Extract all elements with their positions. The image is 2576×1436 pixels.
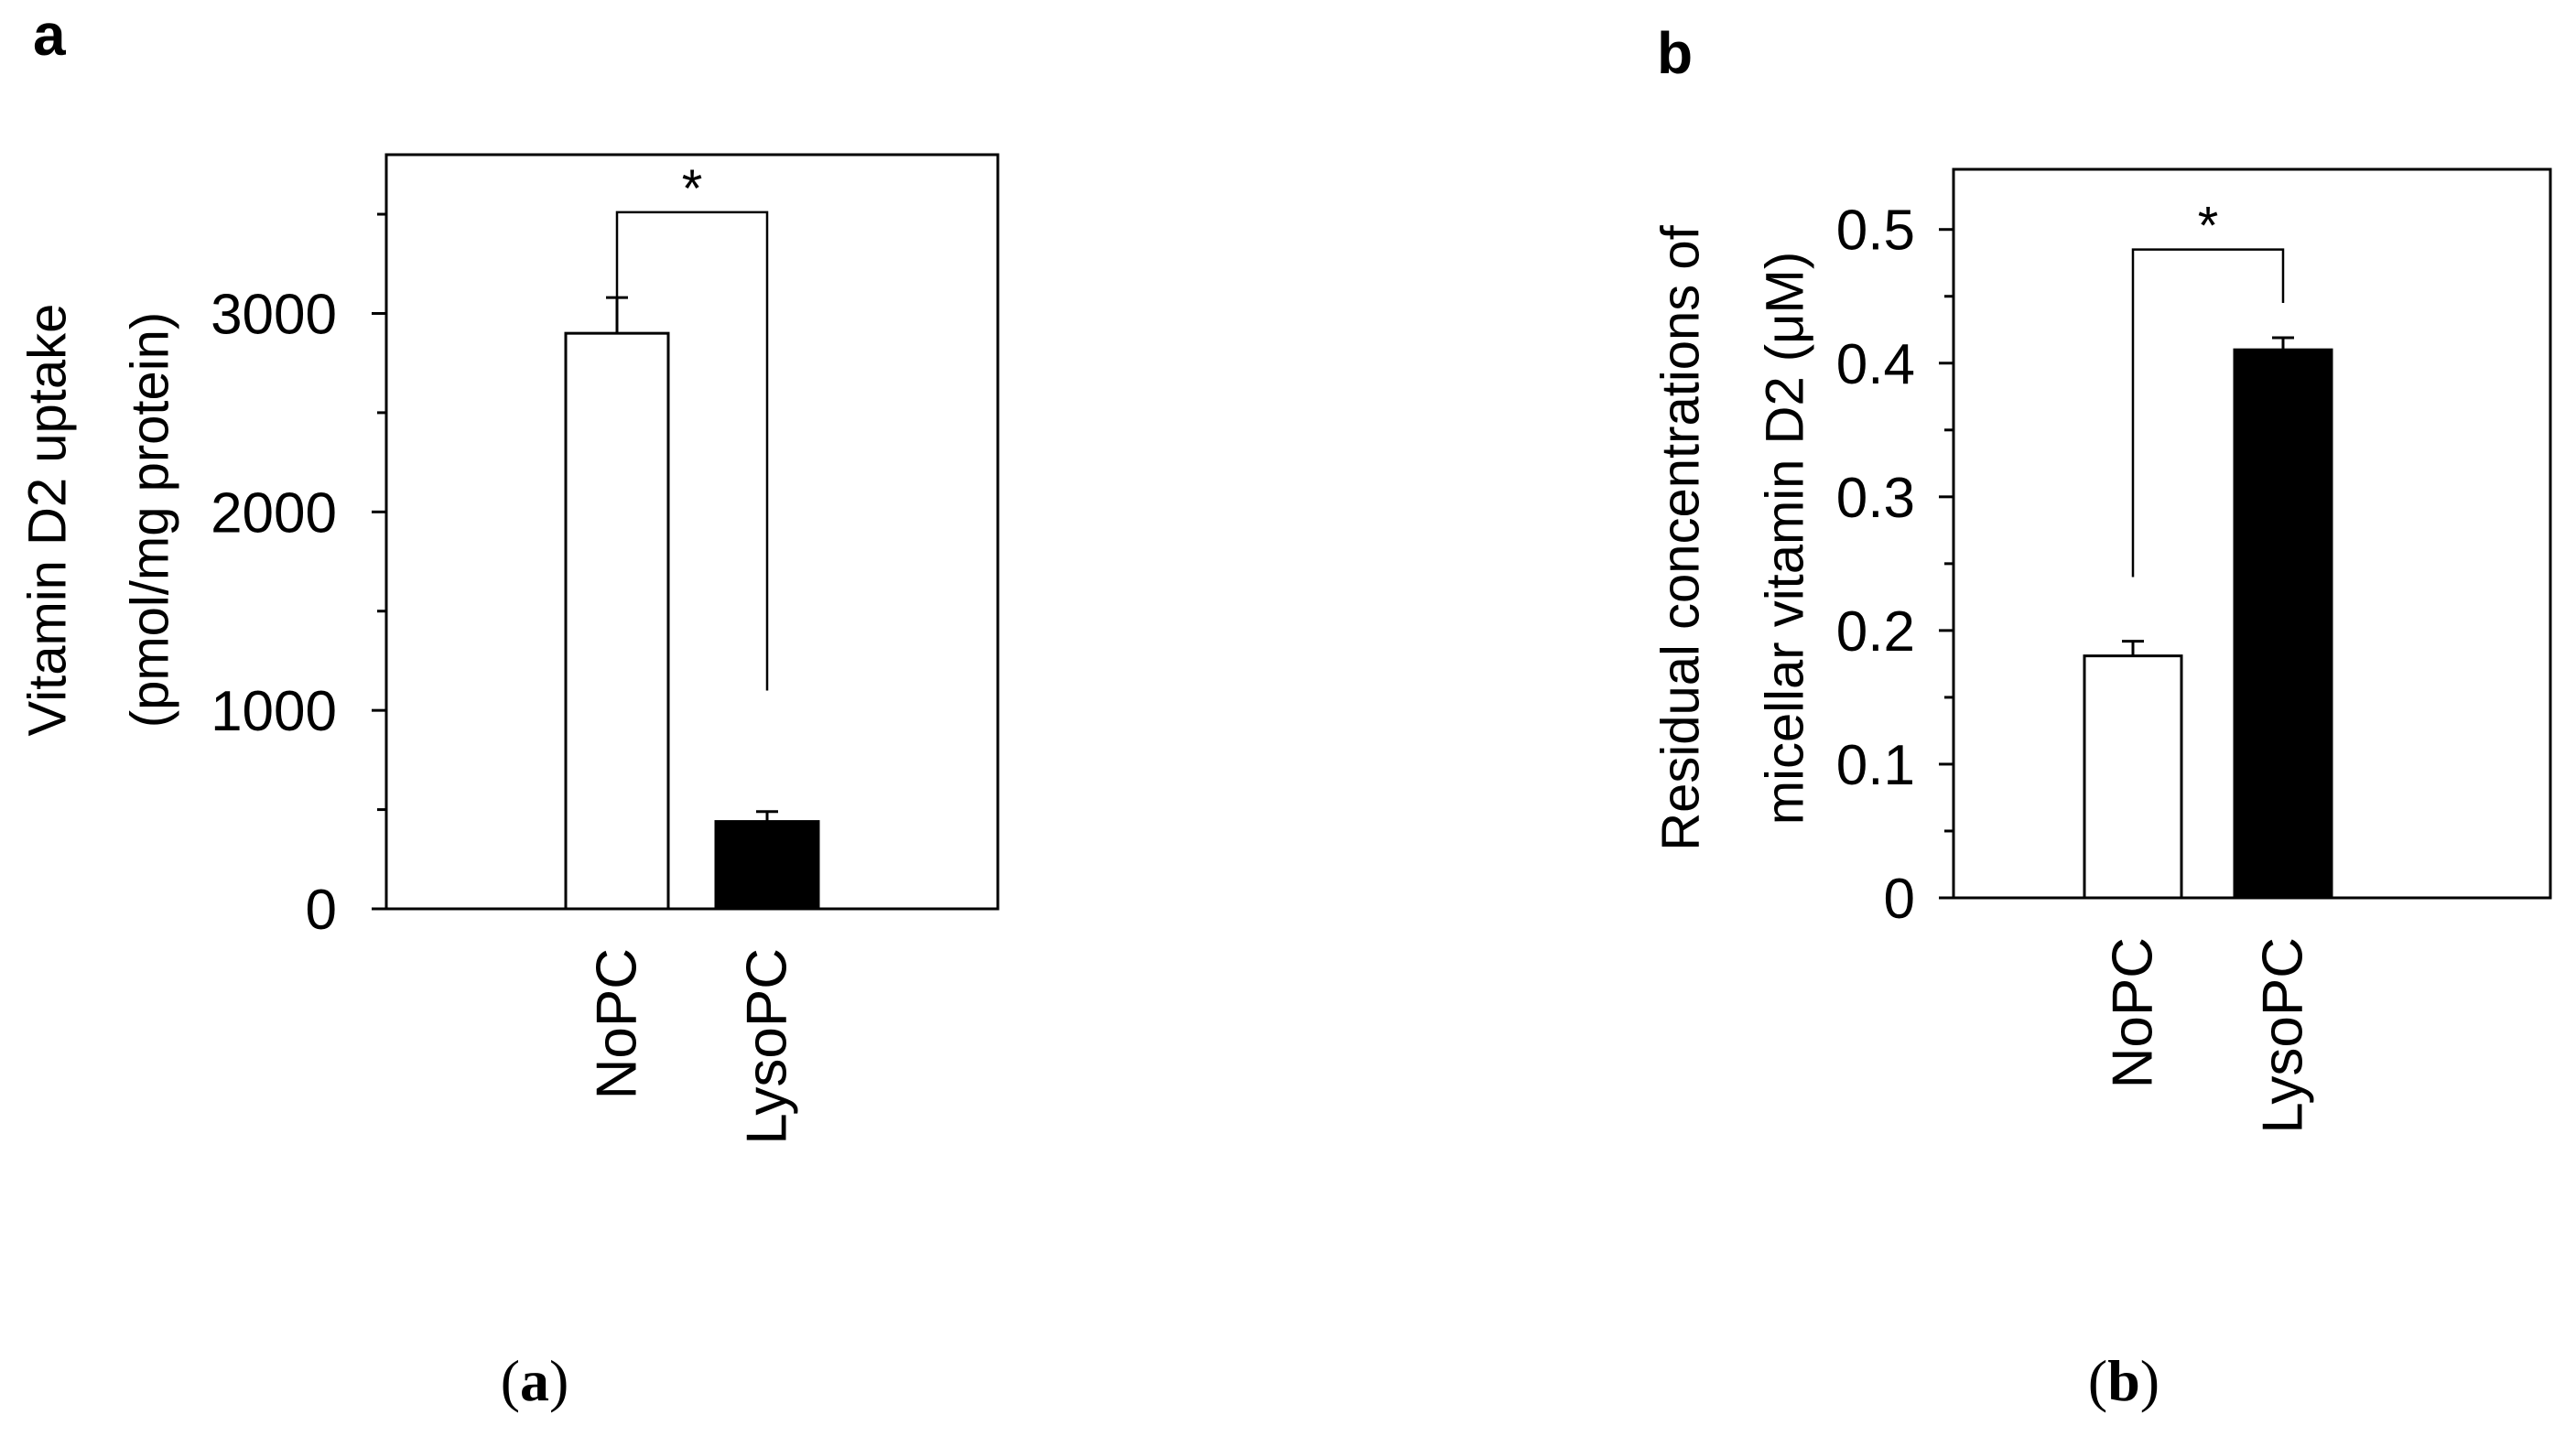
panel-a-bar-nopc [564,331,670,911]
panel-a-error-bars [606,296,778,822]
panel-b-tick-label: 0.2 [1836,600,1915,664]
panel-b-bars [2083,348,2333,900]
panel-a-caption: (a) [501,1348,569,1413]
panel-a-caption-letter: a [520,1348,549,1413]
panel-b-error-bars [2122,336,2294,656]
panel-b-tick-label: 0.1 [1836,734,1915,797]
panel-b-tick-label: 0.5 [1836,200,1915,263]
panel-b-significance-bracket: * [2131,197,2285,578]
panel-b-significance-star: * [2198,197,2219,256]
panel-b-letter: b [1657,20,1693,86]
panel-a-y-tick-labels: 0 1000 2000 3000 [211,283,337,942]
panel-a-tick-label: 1000 [211,680,337,743]
panel-a-significance-bracket: * [615,159,769,691]
panel-a-y-label-line: Vitamin D2 uptake [18,304,78,737]
panel-b-bracket-line [2131,248,2285,578]
panel-a-plot-frame [384,153,1000,911]
panel-a-chart: a Vitamin D2 uptake (pmol/mg protein) 0 10… [18,2,1000,1413]
panel-b-tick-label: 0.4 [1836,333,1915,396]
panel-b-caption-letter: b [2107,1348,2140,1413]
panel-b-y-ticks [1939,228,1954,900]
panel-a-category-label: NoPC [586,948,649,1099]
panel-b-category-labels: NoPC LysoPC [2102,937,2315,1134]
panel-b-tick-label: 0.3 [1836,467,1915,530]
panel-b-category-label: NoPC [2102,937,2165,1088]
panel-a-tick-label: 0 [306,879,337,942]
panel-a-bars [564,331,820,911]
panel-a-tick-label: 2000 [211,481,337,545]
panel-b-caption: (b) [2088,1348,2159,1413]
panel-a-letter: a [33,2,66,68]
panel-b-y-tick-labels: 0 0.1 0.2 0.3 0.4 0.5 [1836,200,1915,931]
panel-b-chart: b Residual concentrations of micellar vit… [1651,20,2552,1413]
panel-a-category-labels: NoPC LysoPC [586,948,799,1145]
panel-b-y-axis-label: Residual concentrations of micellar vitam… [1651,224,1815,850]
panel-a-bracket-line [615,211,769,691]
panel-a-significance-star: * [682,159,703,219]
panel-a-y-label-line: (pmol/mg protein) [121,312,180,728]
panel-b-y-label-line: micellar vitamin D2 (μM) [1756,252,1815,825]
panel-b-category-label: LysoPC [2252,937,2315,1134]
panel-b-bar-lysopc [2233,348,2333,900]
panel-a-category-label: LysoPC [736,948,799,1145]
panel-a-bar-lysopc [714,820,820,911]
panel-a-y-axis-label: Vitamin D2 uptake (pmol/mg protein) [18,304,180,737]
panel-b-tick-label: 0 [1884,868,1915,931]
panel-a-y-ticks [372,212,386,911]
panel-b-bar-nopc [2083,654,2183,900]
panel-b-y-label-line: Residual concentrations of [1651,224,1711,850]
panel-a-tick-label: 3000 [211,283,337,346]
